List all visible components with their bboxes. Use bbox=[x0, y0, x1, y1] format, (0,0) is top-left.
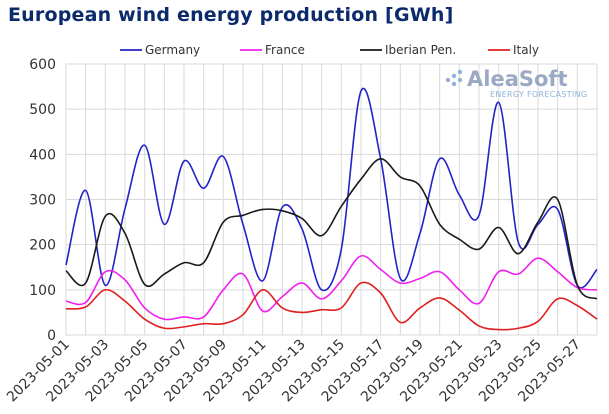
y-tick-label: 200 bbox=[29, 238, 56, 254]
watermark-tagline: ENERGY FORECASTING bbox=[490, 90, 587, 99]
grid-lines bbox=[65, 63, 598, 336]
series-line-germany bbox=[65, 87, 598, 292]
y-tick-label: 0 bbox=[47, 328, 56, 344]
legend-label-germany: Germany bbox=[145, 43, 200, 57]
aleasoft-watermark: AleaSoft ENERGY FORECASTING bbox=[445, 67, 587, 99]
y-tick-label: 600 bbox=[29, 57, 56, 73]
series-lines bbox=[65, 87, 598, 331]
legend: Germany France Iberian Pen. Italy bbox=[120, 43, 539, 57]
chart-title: European wind energy production [GWh] bbox=[8, 4, 454, 26]
aleasoft-logo-icon bbox=[445, 69, 463, 87]
series-line-italy bbox=[65, 281, 598, 331]
series-line-france bbox=[65, 255, 598, 321]
series-line-iberian-pen bbox=[65, 158, 598, 300]
y-axis-ticks: 0 100 200 300 400 500 600 bbox=[29, 57, 56, 344]
y-tick-label: 300 bbox=[29, 193, 56, 209]
legend-label-italy: Italy bbox=[513, 43, 539, 57]
x-axis-ticks: 2023-05-012023-05-032023-05-052023-05-07… bbox=[4, 337, 584, 406]
watermark-brand: AleaSoft bbox=[467, 67, 568, 91]
y-tick-label: 500 bbox=[29, 102, 56, 118]
legend-label-iberian-pen: Iberian Pen. bbox=[385, 43, 456, 57]
legend-label-france: France bbox=[265, 43, 305, 57]
y-tick-label: 400 bbox=[29, 147, 56, 163]
y-tick-label: 100 bbox=[29, 283, 56, 299]
